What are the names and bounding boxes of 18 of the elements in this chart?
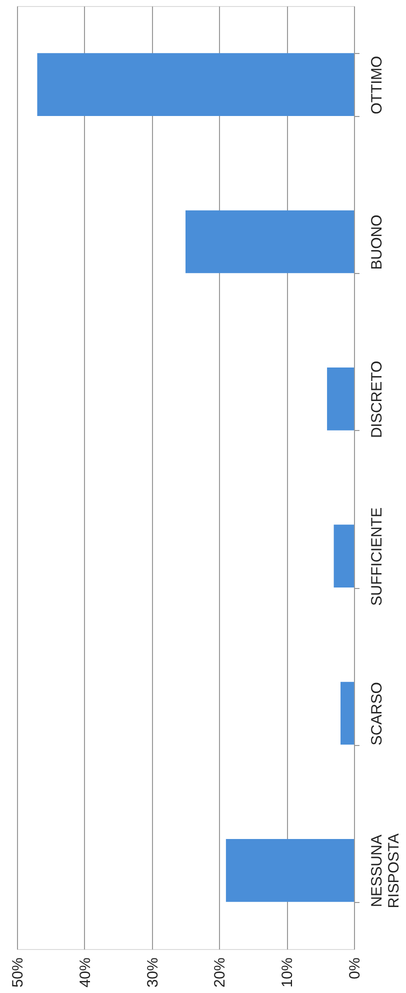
bar xyxy=(340,682,354,745)
y-tick-label: SUFFICIENTE xyxy=(368,507,386,606)
bar xyxy=(37,53,354,116)
y-tick-label: BUONO xyxy=(368,214,386,270)
bar xyxy=(334,524,354,588)
x-tick-label: 40% xyxy=(76,958,94,988)
x-tick-label: 10% xyxy=(279,958,296,988)
bar xyxy=(327,367,354,430)
x-tick-label: 20% xyxy=(212,958,229,988)
x-tick-label: 30% xyxy=(144,958,162,988)
y-tick-label: OTTIMO xyxy=(368,56,386,114)
bar xyxy=(186,210,354,274)
x-tick-label: 0% xyxy=(346,958,364,980)
x-tick-label: 50% xyxy=(10,958,26,988)
y-tick-label: DISCRETO xyxy=(368,360,386,438)
bar xyxy=(226,838,354,902)
y-tick-label: SCARSO xyxy=(368,682,386,746)
y-tick-label: NESSUNA RISPOSTA xyxy=(368,834,402,908)
